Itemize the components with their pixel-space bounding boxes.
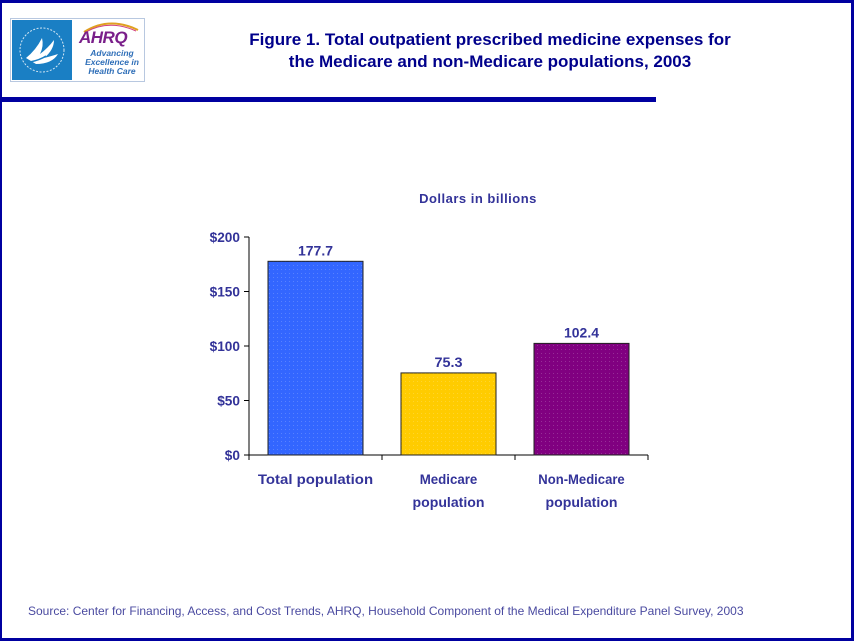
ahrq-wordmark: AHRQ bbox=[79, 28, 128, 47]
chart-subtitle: Dollars in billions bbox=[419, 191, 537, 206]
tagline-line: Advancing bbox=[90, 48, 134, 58]
bar bbox=[400, 372, 497, 456]
source-note: Source: Center for Financing, Access, an… bbox=[28, 604, 744, 618]
ahrq-tagline: Advancing Excellence in Health Care bbox=[82, 49, 142, 76]
title-line-1: Figure 1. Total outpatient prescribed me… bbox=[249, 30, 731, 49]
data-label: 177.7 bbox=[298, 242, 333, 258]
x-tick-label: population bbox=[546, 494, 618, 510]
hhs-eagle-icon bbox=[12, 20, 72, 80]
y-tick-label: $0 bbox=[225, 447, 240, 463]
tagline-line: Health Care bbox=[88, 66, 136, 76]
x-tick-label: population bbox=[413, 494, 485, 510]
ahrq-logo: AHRQ Advancing Excellence in Health Care bbox=[74, 20, 143, 80]
x-tick-label: Non-Medicare bbox=[538, 471, 625, 487]
tagline-line: Excellence in bbox=[85, 57, 139, 67]
figure-title: Figure 1. Total outpatient prescribed me… bbox=[190, 29, 790, 73]
y-tick-label: $150 bbox=[210, 284, 241, 300]
data-label: 75.3 bbox=[435, 354, 463, 370]
title-line-2: the Medicare and non-Medicare population… bbox=[288, 52, 692, 71]
x-tick-label: Total population bbox=[258, 471, 373, 487]
y-tick-label: $100 bbox=[210, 338, 241, 354]
bar bbox=[267, 260, 364, 456]
bar bbox=[533, 342, 630, 456]
y-tick-label: $50 bbox=[217, 393, 240, 409]
agency-logo: AHRQ Advancing Excellence in Health Care bbox=[10, 18, 145, 82]
x-tick-label: Medicare bbox=[420, 471, 478, 487]
y-tick-label: $200 bbox=[210, 229, 241, 245]
data-label: 102.4 bbox=[564, 324, 599, 340]
title-divider bbox=[2, 97, 656, 102]
